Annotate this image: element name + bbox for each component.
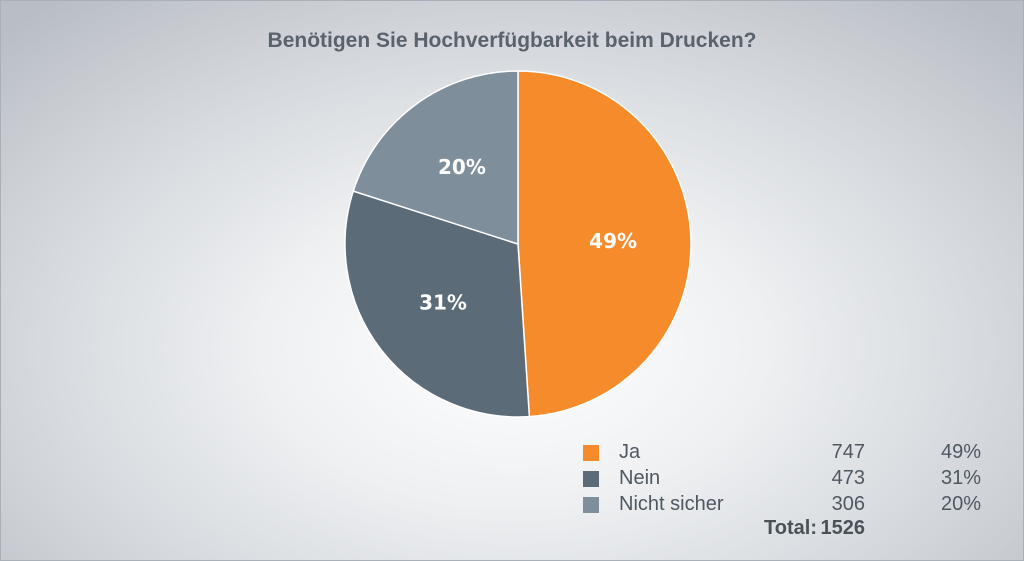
- legend-label-nein: Nein: [619, 467, 661, 489]
- legend-row-nicht-sicher: Nicht sicher 306 20%: [581, 493, 1001, 519]
- legend: Ja 747 49% Nein 473 31% Nicht sicher 306…: [581, 441, 1001, 519]
- pie-slice-ja: [517, 70, 692, 418]
- pie-label-ja: 49%: [589, 229, 637, 253]
- pie-slice-nein: [344, 190, 531, 418]
- pie-slice-nicht-sicher: [352, 70, 519, 246]
- legend-label-ja: Ja: [619, 441, 641, 463]
- pie-label-nicht-sicher: 20%: [438, 155, 486, 179]
- legend-swatch-nicht-sicher: [583, 497, 599, 513]
- legend-count-ja: 747: [831, 441, 865, 463]
- legend-count-nicht-sicher: 306: [831, 493, 865, 515]
- legend-label-nicht-sicher: Nicht sicher: [619, 493, 724, 515]
- legend-swatch-ja: [583, 445, 599, 461]
- pie-label-nein: 31%: [419, 291, 467, 315]
- legend-percent-nicht-sicher: 20%: [940, 493, 981, 515]
- legend-count-nein: 473: [831, 467, 865, 489]
- legend-row-nein: Nein 473 31%: [581, 467, 1001, 493]
- legend-percent-nein: 31%: [940, 467, 981, 489]
- legend-percent-ja: 49%: [940, 441, 981, 463]
- chart-title: Benötigen Sie Hochverfügbarkeit beim Dru…: [267, 29, 757, 52]
- total-value: 1526: [820, 517, 866, 539]
- legend-swatch-nein: [583, 471, 599, 487]
- total-row: Total: 1526: [581, 517, 1001, 545]
- legend-row-ja: Ja 747 49%: [581, 441, 1001, 467]
- total-label: Total:: [764, 517, 817, 539]
